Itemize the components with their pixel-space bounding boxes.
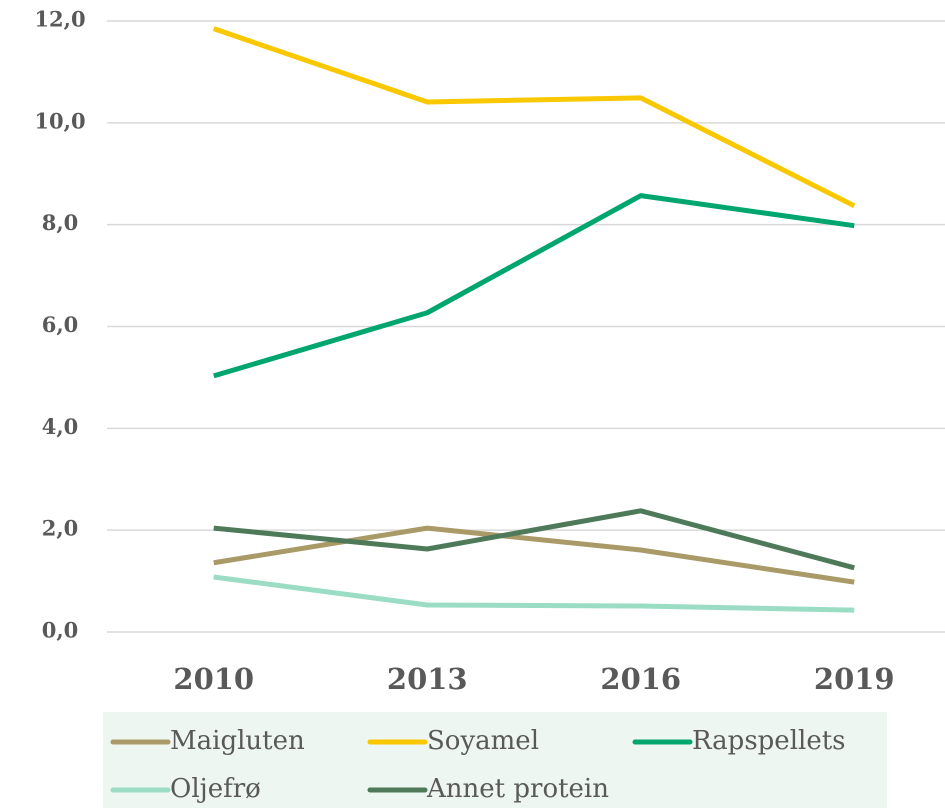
series-line xyxy=(213,193,855,379)
y-tick-label: 6,0 xyxy=(42,312,79,337)
y-tick-label: 4,0 xyxy=(42,414,79,439)
legend-label: Oljefrø xyxy=(170,774,261,804)
x-tick-label: 2019 xyxy=(814,662,895,696)
legend-label: Soyamel xyxy=(427,726,539,756)
y-tick-label: 12,0 xyxy=(34,7,85,32)
y-tick-label: 2,0 xyxy=(42,516,79,541)
y-tick-label: 8,0 xyxy=(42,210,79,235)
x-tick-label: 2013 xyxy=(387,662,468,696)
legend-label: Rapspellets xyxy=(692,726,846,756)
y-tick-label: 0,0 xyxy=(42,618,79,643)
legend-label: Annet protein xyxy=(426,774,609,804)
y-tick-label: 10,0 xyxy=(34,108,85,133)
legend-label: Maigluten xyxy=(170,726,305,756)
x-tick-label: 2016 xyxy=(600,662,681,696)
legend-background xyxy=(103,712,887,808)
series-line xyxy=(213,508,855,571)
x-tick-label: 2010 xyxy=(173,662,254,696)
series-line xyxy=(212,26,856,209)
series-line xyxy=(213,574,855,613)
series-line xyxy=(213,525,855,585)
